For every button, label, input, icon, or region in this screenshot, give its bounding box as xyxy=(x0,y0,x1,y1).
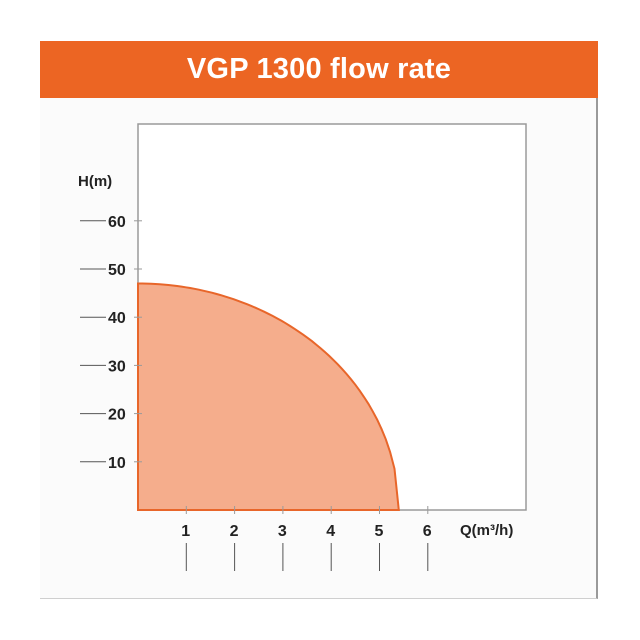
x-tick-label: 6 xyxy=(423,523,432,540)
y-tick-label: 40 xyxy=(108,310,126,327)
x-tick-label: 1 xyxy=(181,523,190,540)
x-axis-label: Q(m³/h) xyxy=(460,522,513,539)
y-tick-label: 60 xyxy=(108,214,126,231)
y-axis-label: H(m) xyxy=(78,173,112,190)
x-tick-label: 2 xyxy=(230,523,239,540)
title-banner: VGP 1300 flow rate xyxy=(40,41,598,98)
y-tick-label: 30 xyxy=(108,358,126,375)
chart-title: VGP 1300 flow rate xyxy=(186,53,452,85)
flow-area xyxy=(137,282,400,511)
x-tick-label: 4 xyxy=(326,523,335,540)
y-axis-ticks: 10 20 30 40 50 60 xyxy=(80,214,142,472)
y-tick-label: 10 xyxy=(108,455,126,472)
x-tick-label: 3 xyxy=(278,523,287,540)
y-tick-label: 50 xyxy=(108,262,126,279)
y-tick-label: 20 xyxy=(108,407,126,424)
x-tick-label: 5 xyxy=(375,523,384,540)
x-axis-ticks: 1 2 3 4 5 6 xyxy=(181,506,432,571)
